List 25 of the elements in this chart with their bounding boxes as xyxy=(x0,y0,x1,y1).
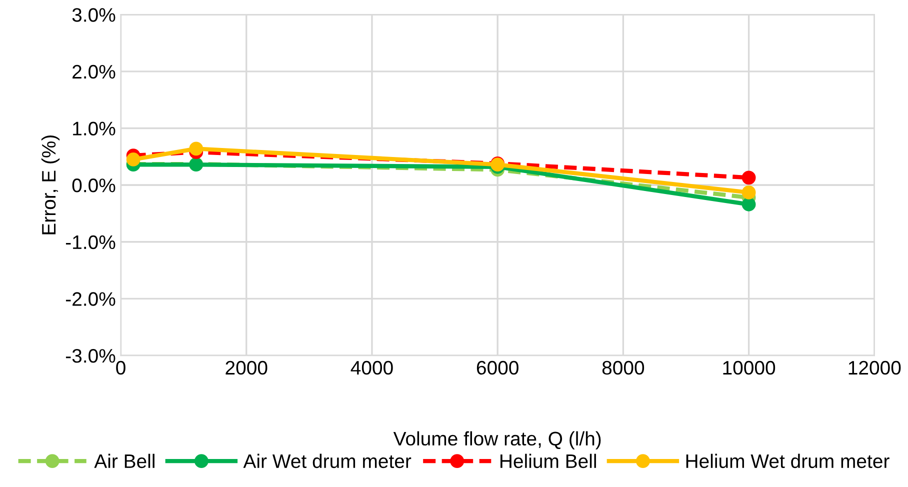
y-tick-label: 2.0% xyxy=(72,64,116,79)
x-tick-label: 0 xyxy=(116,360,126,375)
x-axis-title: Volume flow rate, Q (l/h) xyxy=(393,431,601,450)
y-tick-label: 0.0% xyxy=(72,178,116,192)
x-tick-label: 8000 xyxy=(602,360,644,375)
point xyxy=(126,152,140,166)
legend-label: Helium Bell xyxy=(500,454,596,468)
y-tick-label: -1.0% xyxy=(66,235,116,250)
y-tick-label: -3.0% xyxy=(66,348,116,363)
x-tick-label: 4000 xyxy=(350,360,393,375)
x-tick-label: 12000 xyxy=(848,360,901,375)
point xyxy=(742,197,756,212)
y-tick-label: 1.0% xyxy=(73,122,116,136)
x-tick-label: 2000 xyxy=(226,360,268,375)
y-axis-title: Error, E (%) xyxy=(41,135,60,234)
legend-label: Air Wet drum meter xyxy=(243,454,412,468)
y-tick-label: 3.0% xyxy=(72,8,116,22)
legend-label: Helium Wet drum meter xyxy=(686,454,890,468)
x-tick-label: 6000 xyxy=(476,360,518,375)
point xyxy=(742,170,756,185)
legend-label: Air Bell xyxy=(94,454,154,468)
point xyxy=(742,186,756,200)
x-tick-label: 10000 xyxy=(723,360,776,375)
y-tick-label: -2.0% xyxy=(66,292,116,306)
point xyxy=(189,142,204,156)
